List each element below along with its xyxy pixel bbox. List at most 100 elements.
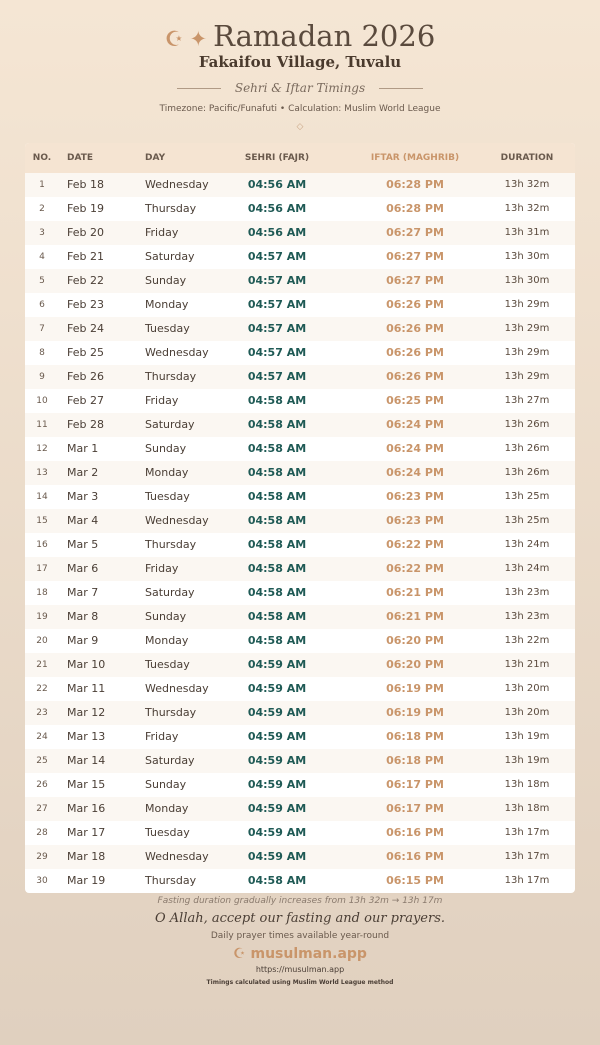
row-day: Tuesday [145,658,190,671]
row-duration: 13h 29m [504,323,550,334]
row-no: 22 [36,684,48,694]
table-row: 27 Mar 16 Monday 04:59 AM 06:17 PM 13h 18m [25,797,575,821]
row-no: 2 [39,204,45,214]
col-day: DAY [145,153,166,163]
brand-text: musulman.app [250,946,367,962]
row-day: Thursday [145,370,197,383]
row-day: Thursday [145,706,197,719]
row-no: 25 [36,756,48,766]
row-sehri: 04:59 AM [247,658,307,671]
row-day: Wednesday [145,346,209,359]
row-no: 24 [36,732,48,742]
crescent-icon: ☪ [164,27,184,51]
row-day: Sunday [145,274,187,287]
brand-link[interactable]: ☪ musulman.app [0,945,600,963]
row-day: Monday [145,802,189,815]
row-sehri: 04:59 AM [247,802,307,815]
row-iftar: 06:16 PM [386,850,444,863]
row-day: Friday [145,394,179,407]
row-duration: 13h 21m [504,659,550,670]
row-no: 1 [39,180,45,190]
row-sehri: 04:59 AM [247,706,307,719]
table-row: 9 Feb 26 Thursday 04:57 AM 06:26 PM 13h 29m [25,365,575,389]
table-row: 19 Mar 8 Sunday 04:58 AM 06:21 PM 13h 23m [25,605,575,629]
row-date: Feb 22 [67,274,104,287]
row-no: 7 [39,324,45,334]
row-no: 28 [36,828,48,838]
row-iftar: 06:21 PM [386,586,444,599]
row-date: Mar 2 [67,466,99,479]
row-iftar: 06:25 PM [386,394,444,407]
row-sehri: 04:58 AM [247,538,307,551]
row-duration: 13h 26m [504,467,550,478]
row-iftar: 06:23 PM [386,490,444,503]
diamond-divider-icon: ◇ [296,122,304,132]
table-row: 2 Feb 19 Thursday 04:56 AM 06:28 PM 13h 32m [25,197,575,221]
table-row: 25 Mar 14 Saturday 04:59 AM 06:18 PM 13h 19m [25,749,575,773]
row-duration: 13h 25m [504,491,550,502]
row-sehri: 04:59 AM [247,754,307,767]
row-date: Feb 26 [67,370,104,383]
row-sehri: 04:56 AM [247,178,307,191]
row-duration: 13h 17m [504,875,550,886]
row-iftar: 06:26 PM [386,370,444,383]
row-no: 11 [36,420,48,430]
col-sehri: SEHRI (FAJR) [244,153,310,163]
table-row: 13 Mar 2 Monday 04:58 AM 06:24 PM 13h 26m [25,461,575,485]
row-iftar: 06:28 PM [386,202,444,215]
row-duration: 13h 27m [504,395,550,406]
star-icon: ✦ [189,27,208,51]
row-sehri: 04:58 AM [247,634,307,647]
row-no: 13 [36,468,48,478]
row-day: Thursday [145,202,197,215]
table-row: 17 Mar 6 Friday 04:58 AM 06:22 PM 13h 24m [25,557,575,581]
row-date: Feb 25 [67,346,104,359]
row-no: 5 [39,276,45,286]
title-text: Ramadan 2026 [213,19,436,53]
row-date: Mar 9 [67,634,99,647]
row-day: Saturday [145,586,195,599]
row-sehri: 04:57 AM [247,346,307,359]
row-date: Mar 15 [67,778,106,791]
row-day: Wednesday [145,682,209,695]
row-date: Mar 16 [67,802,106,815]
subtitle-text: Sehri & Iftar Timings [234,81,366,95]
row-date: Mar 7 [67,586,99,599]
page-title: ☪ ✦ Ramadan 2026 [0,21,600,52]
row-sehri: 04:58 AM [247,442,307,455]
row-no: 21 [36,660,48,670]
row-duration: 13h 19m [504,731,550,742]
row-iftar: 06:18 PM [386,754,444,767]
row-sehri: 04:56 AM [247,226,307,239]
row-iftar: 06:16 PM [386,826,444,839]
row-duration: 13h 31m [504,227,550,238]
row-date: Mar 6 [67,562,99,575]
row-duration: 13h 23m [504,587,550,598]
col-date: DATE [67,153,94,163]
row-date: Mar 17 [67,826,106,839]
table-body: 1 Feb 18 Wednesday 04:56 AM 06:28 PM 13h 32m 2… [25,173,575,893]
row-sehri: 04:59 AM [247,826,307,839]
table-row: 8 Feb 25 Wednesday 04:57 AM 06:26 PM 13h 29m [25,341,575,365]
row-date: Mar 1 [67,442,99,455]
row-iftar: 06:26 PM [386,298,444,311]
row-no: 23 [36,708,48,718]
row-iftar: 06:20 PM [386,634,444,647]
row-duration: 13h 32m [504,203,550,214]
row-duration: 13h 24m [504,539,550,550]
row-duration: 13h 29m [504,347,550,358]
website-url[interactable]: https://musulman.app [255,965,345,974]
row-sehri: 04:58 AM [247,466,307,479]
row-iftar: 06:26 PM [386,322,444,335]
table-row: 26 Mar 15 Sunday 04:59 AM 06:17 PM 13h 18m [25,773,575,797]
row-iftar: 06:27 PM [386,250,444,263]
row-date: Feb 28 [67,418,104,431]
row-day: Thursday [145,538,197,551]
row-date: Mar 8 [67,610,99,623]
table-row: 3 Feb 20 Friday 04:56 AM 06:27 PM 13h 31m [25,221,575,245]
row-no: 15 [36,516,48,526]
row-day: Saturday [145,250,195,263]
row-day: Saturday [145,754,195,767]
row-iftar: 06:24 PM [386,466,444,479]
dua-text: O Allah, accept our fasting and our pray… [154,911,446,926]
